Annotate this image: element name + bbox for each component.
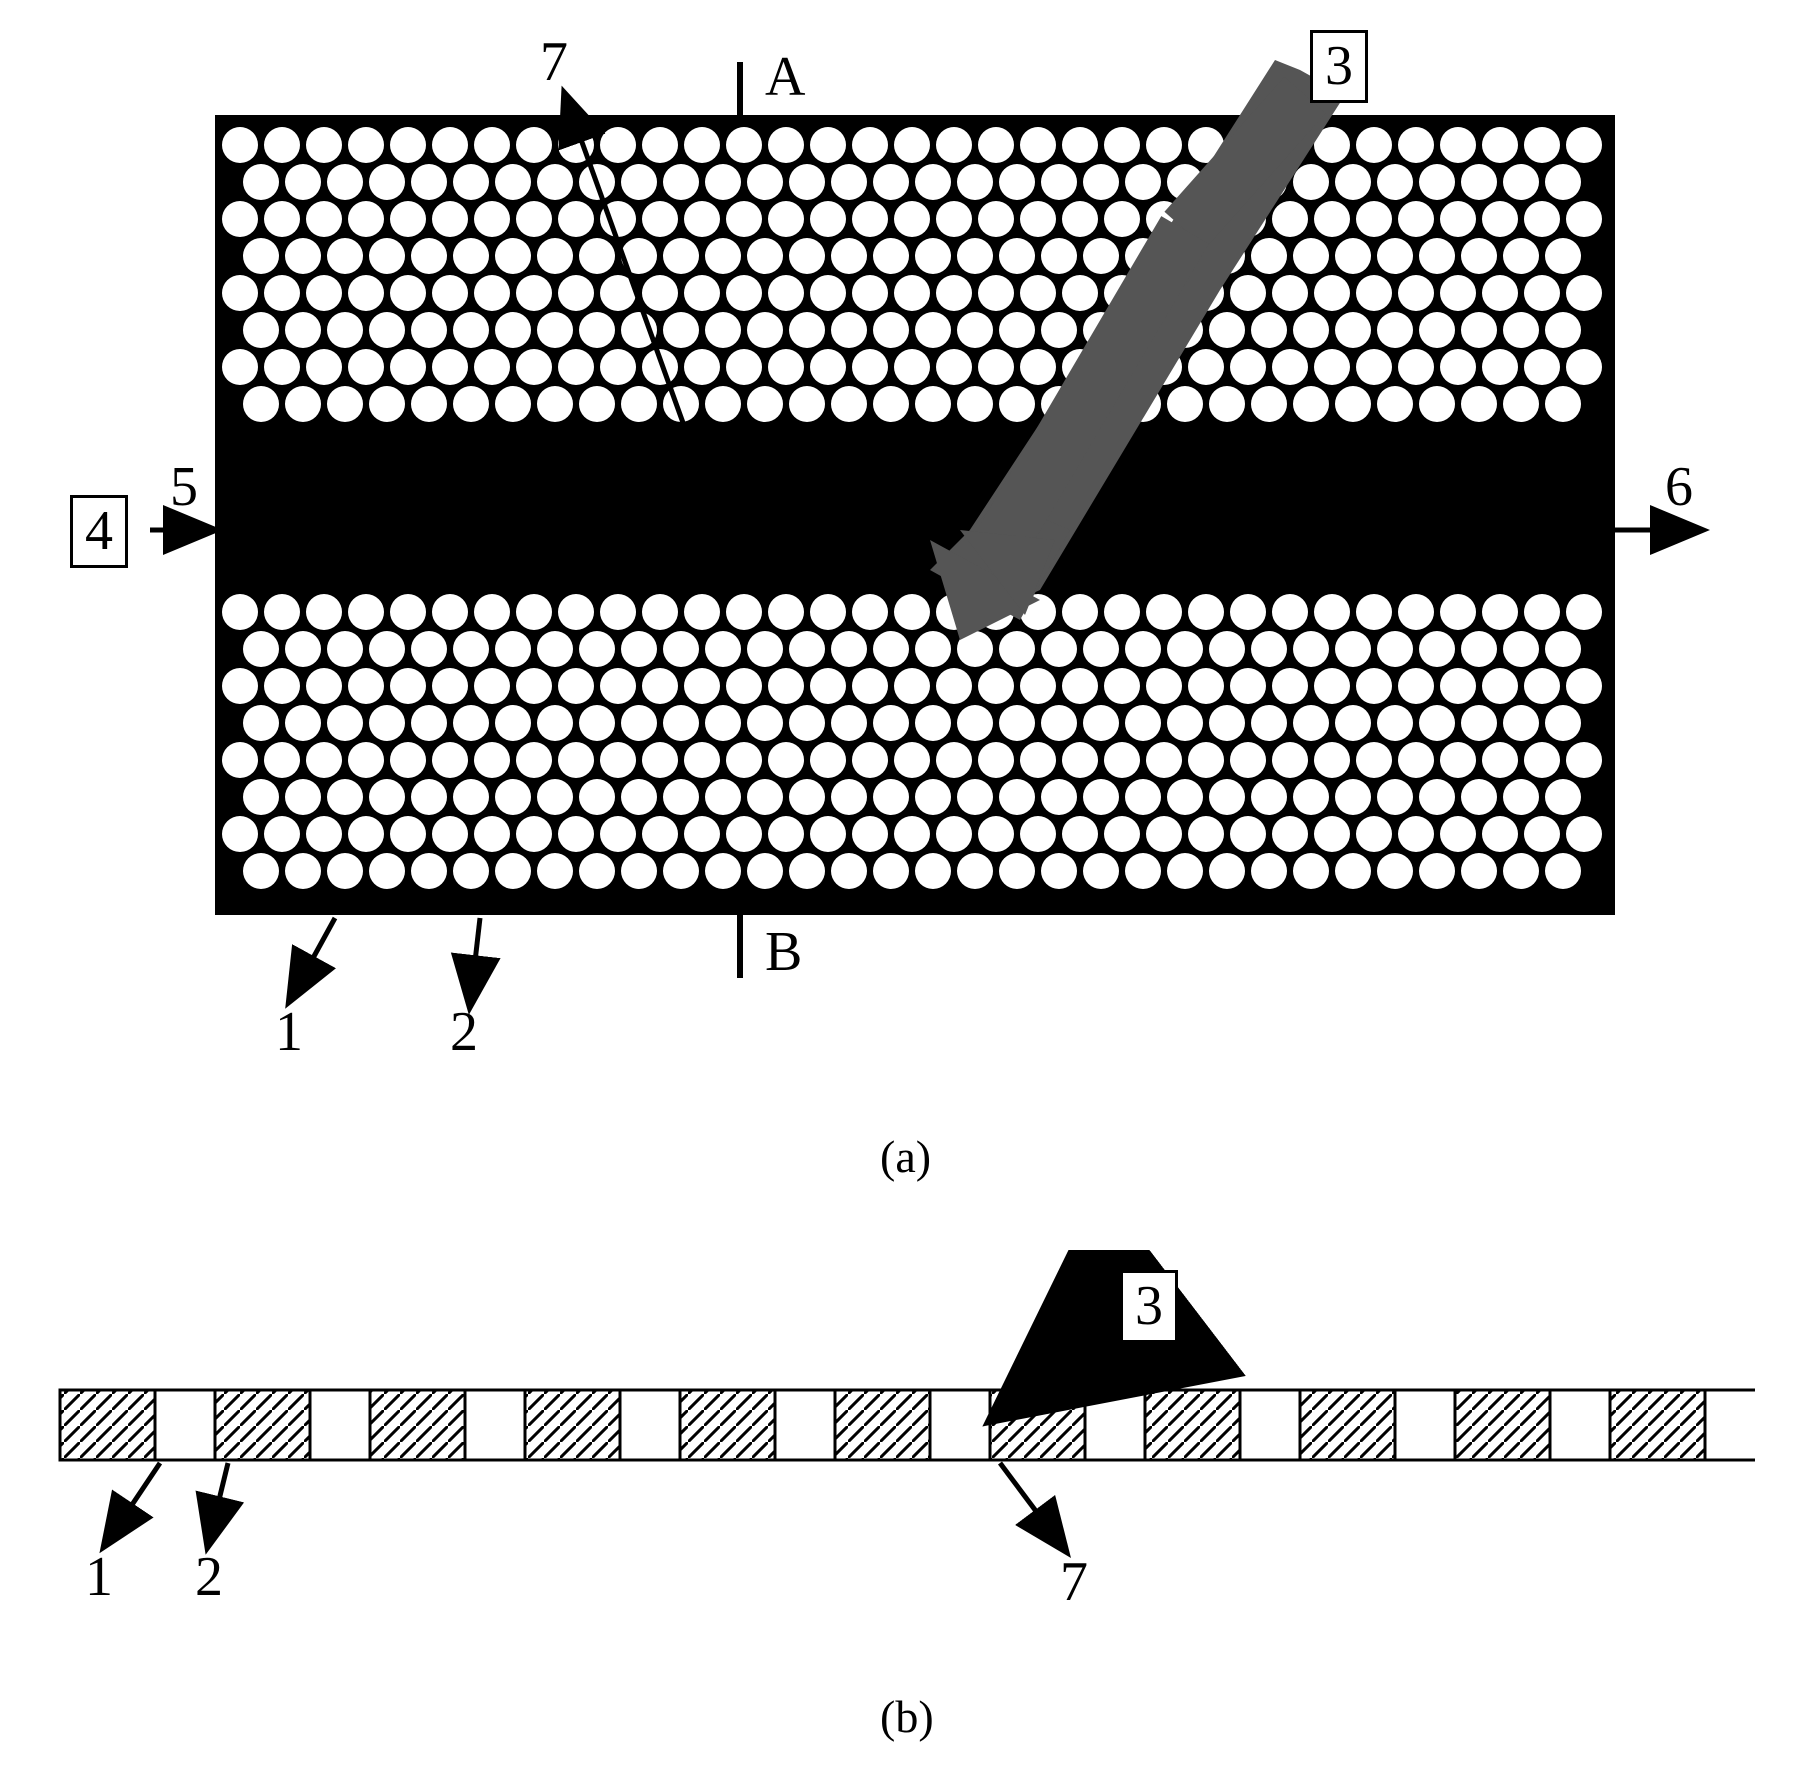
arrow-7b [1000,1463,1065,1550]
arrow-2b [208,1463,228,1545]
section-label-a: A [765,45,805,109]
label-3-box: 3 [1310,30,1368,103]
label-5: 5 [170,455,198,519]
label-7: 7 [540,30,568,94]
arrow-2 [470,918,480,1005]
label-7b: 7 [1060,1550,1088,1614]
arrow-3b [1030,1325,1115,1390]
label-3b-box: 3 [1120,1270,1178,1343]
label-2: 2 [450,1000,478,1064]
caption-a: (a) [880,1130,931,1183]
label-1b: 1 [85,1545,113,1609]
figure-b-svg [0,1250,1815,1750]
label-1: 1 [275,1000,303,1064]
caption-b: (b) [880,1690,934,1743]
label-4-box: 4 [70,495,128,568]
section-label-b: B [765,920,802,984]
label-2b: 2 [195,1545,223,1609]
arrow-1b [105,1463,160,1545]
arrow-1 [290,918,335,1000]
figure-a-svg [0,0,1815,1120]
cross-section-strip [60,1390,1755,1460]
label-6: 6 [1665,455,1693,519]
